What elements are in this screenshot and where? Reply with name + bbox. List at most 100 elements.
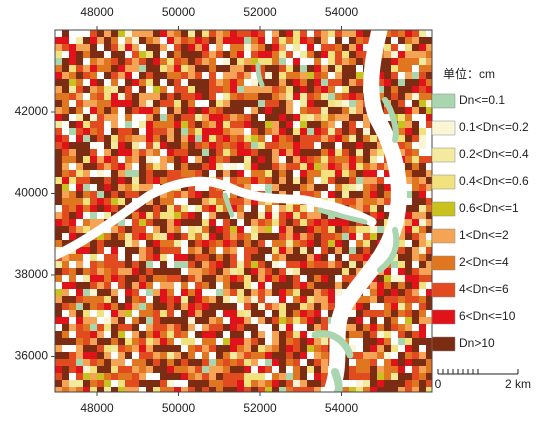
raster-cell: [62, 352, 70, 360]
raster-cell: [132, 275, 140, 283]
raster-cell: [272, 100, 280, 108]
raster-cell: [90, 331, 98, 339]
raster-cell: [412, 184, 420, 192]
raster-cell: [230, 198, 238, 206]
raster-cell: [349, 219, 357, 227]
raster-cell: [209, 254, 217, 262]
raster-cell: [174, 324, 182, 332]
raster-cell: [314, 93, 322, 101]
raster-cell: [223, 44, 231, 52]
raster-cell: [97, 373, 105, 381]
raster-cell: [265, 149, 273, 157]
raster-cell: [370, 338, 378, 346]
raster-cell: [104, 240, 112, 248]
raster-cell: [412, 107, 420, 115]
raster-cell: [90, 338, 98, 346]
raster-cell: [230, 331, 238, 339]
raster-cell: [146, 58, 154, 66]
raster-cell: [412, 30, 420, 38]
raster-cell: [258, 121, 266, 129]
raster-cell: [349, 366, 357, 374]
raster-cell: [160, 51, 168, 59]
raster-cell: [188, 261, 196, 269]
raster-cell: [209, 226, 217, 234]
raster-cell: [188, 184, 196, 192]
raster-cell: [237, 93, 245, 101]
raster-cell: [237, 310, 245, 318]
raster-cell: [265, 296, 273, 304]
raster-cell: [160, 275, 168, 283]
raster-cell: [342, 282, 350, 290]
raster-cell: [104, 331, 112, 339]
legend-label: Dn>10: [459, 336, 495, 350]
raster-cell: [258, 65, 266, 73]
raster-cell: [111, 345, 119, 353]
raster-cell: [426, 352, 432, 360]
raster-cell: [90, 212, 98, 220]
raster-cell: [55, 380, 63, 388]
raster-cell: [167, 93, 175, 101]
raster-cell: [195, 205, 203, 213]
raster-cell: [265, 226, 273, 234]
raster-cell: [251, 296, 259, 304]
raster-cell: [244, 163, 252, 171]
raster-cell: [293, 254, 301, 262]
raster-cell: [272, 72, 280, 80]
raster-cell: [244, 352, 252, 360]
raster-cell: [251, 331, 259, 339]
raster-cell: [118, 128, 126, 136]
raster-cell: [69, 219, 77, 227]
raster-cell: [314, 205, 322, 213]
raster-cell: [342, 149, 350, 157]
raster-cell: [181, 387, 189, 392]
raster-cell: [307, 44, 315, 52]
raster-cell: [265, 212, 273, 220]
raster-cell: [279, 107, 287, 115]
raster-cell: [300, 205, 308, 213]
raster-cell: [314, 170, 322, 178]
raster-cell: [216, 366, 224, 374]
raster-cell: [188, 240, 196, 248]
raster-cell: [349, 86, 357, 94]
raster-cell: [258, 268, 266, 276]
river-bank: [311, 330, 354, 359]
raster-cell: [97, 191, 105, 199]
raster-cell: [216, 100, 224, 108]
raster-cell: [76, 310, 84, 318]
raster-cell: [265, 345, 273, 353]
raster-cell: [244, 86, 252, 94]
raster-cell: [279, 184, 287, 192]
raster-cell: [111, 191, 119, 199]
raster-cell: [181, 170, 189, 178]
raster-cell: [90, 170, 98, 178]
raster-cell: [104, 100, 112, 108]
raster-cell: [356, 128, 364, 136]
raster-cell: [83, 254, 91, 262]
raster-cell: [167, 345, 175, 353]
raster-cell: [307, 114, 315, 122]
raster-cell: [202, 37, 210, 45]
raster-cell: [55, 359, 63, 367]
raster-cell: [76, 184, 84, 192]
raster-cell: [342, 100, 350, 108]
raster-cell: [237, 149, 245, 157]
raster-cell: [223, 352, 231, 360]
raster-cell: [97, 338, 105, 346]
raster-cell: [104, 352, 112, 360]
raster-cell: [377, 93, 385, 101]
raster-cell: [272, 184, 280, 192]
raster-cell: [104, 310, 112, 318]
raster-cell: [188, 170, 196, 178]
raster-cell: [307, 205, 315, 213]
raster-cell: [181, 261, 189, 269]
raster-cell: [111, 233, 119, 241]
raster-cell: [419, 51, 427, 59]
raster-cell: [426, 100, 432, 108]
raster-cell: [384, 163, 392, 171]
raster-cell: [244, 58, 252, 66]
raster-cell: [139, 261, 147, 269]
raster-cell: [335, 226, 343, 234]
raster-cell: [153, 198, 161, 206]
raster-cell: [76, 233, 84, 241]
raster-cell: [370, 289, 378, 297]
